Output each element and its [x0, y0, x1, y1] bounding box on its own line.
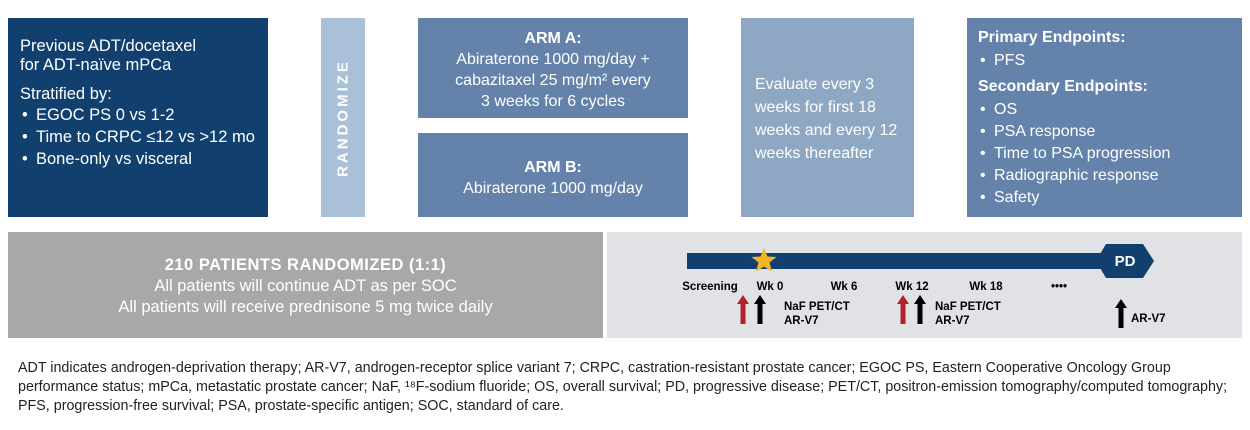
secondary-endpoint-item: OS — [978, 99, 1234, 120]
arm-b-line: Abiraterone 1000 mg/day — [463, 180, 643, 197]
eligibility-box: Previous ADT/docetaxel for ADT-naïve mPC… — [8, 18, 268, 217]
secondary-endpoints-list: OS PSA response Time to PSA progression … — [978, 99, 1234, 208]
patients-line: All patients will continue ADT as per SO… — [154, 277, 457, 295]
arm-a-title: ARM A: — [524, 30, 582, 47]
primary-endpoint-item: PFS — [978, 50, 1234, 71]
secondary-endpoint-item: PSA response — [978, 121, 1234, 142]
black-arrow-icon — [914, 295, 926, 324]
wk12-note: AR-V7 — [935, 315, 970, 327]
evaluation-line: weeks and every 12 — [755, 122, 898, 139]
timeline-ellipsis: •••• — [1051, 281, 1067, 293]
red-arrow-icon — [897, 295, 909, 324]
arm-a-line: cabazitaxel 25 mg/m² every — [455, 72, 651, 89]
arm-b-box: ARM B: Abiraterone 1000 mg/day — [418, 133, 688, 217]
strata-item: EGOC PS 0 vs 1-2 — [20, 106, 258, 125]
timeline-label-wk18: Wk 18 — [969, 281, 1003, 293]
timeline-label-wk0: Wk 0 — [757, 281, 784, 293]
timeline-label-wk6: Wk 6 — [831, 281, 858, 293]
arm-a-box: ARM A: Abiraterone 1000 mg/day + cabazit… — [418, 18, 688, 118]
strata-item: Time to CRPC ≤12 vs >12 mo — [20, 128, 258, 147]
pd-note: AR-V7 — [1131, 313, 1166, 325]
primary-endpoints-list: PFS — [978, 50, 1234, 71]
secondary-endpoints-title: Secondary Endpoints: — [978, 78, 1148, 95]
timeline-label-wk12: Wk 12 — [895, 281, 928, 293]
secondary-endpoint-item: Time to PSA progression — [978, 143, 1234, 164]
wk0-note: NaF PET/CT — [784, 301, 850, 313]
evaluation-line: weeks thereafter — [755, 145, 874, 162]
pd-label: PD — [1115, 253, 1136, 270]
endpoints-box: Primary Endpoints: PFS Secondary Endpoin… — [967, 18, 1242, 217]
red-arrow-icon — [737, 295, 749, 324]
wk12-note: NaF PET/CT — [935, 301, 1001, 313]
randomize-label: RANDOMIZE — [334, 58, 352, 177]
timeline-label-screening: Screening — [682, 281, 738, 293]
stratified-label: Stratified by: — [20, 85, 112, 103]
patients-title: 210 PATIENTS RANDOMIZED (1:1) — [164, 256, 447, 274]
pd-hexagon — [1096, 244, 1154, 278]
wk0-note: AR-V7 — [784, 315, 819, 327]
evaluation-box: Evaluate every 3 weeks for first 18 week… — [741, 18, 914, 217]
primary-endpoints-title: Primary Endpoints: — [978, 29, 1126, 46]
evaluation-line: Evaluate every 3 — [755, 76, 875, 93]
timeline-panel: PD Screening Wk 0 Wk 6 Wk 12 Wk 18 •••• … — [607, 232, 1242, 338]
timeline-bar — [687, 253, 1107, 269]
footnote: ADT indicates androgen-deprivation thera… — [18, 360, 1228, 414]
evaluation-line: weeks for first 18 — [755, 99, 876, 116]
strata-item: Bone-only vs visceral — [20, 150, 258, 169]
timeline-graphic: PD Screening Wk 0 Wk 6 Wk 12 Wk 18 •••• … — [682, 244, 1166, 328]
strata-list: EGOC PS 0 vs 1-2 Time to CRPC ≤12 vs >12… — [20, 106, 258, 169]
star-icon — [751, 248, 777, 272]
eligibility-line-1: Previous ADT/docetaxel — [20, 37, 197, 55]
eligibility-line-2: for ADT-naïve mPCa — [20, 56, 172, 74]
arm-a-line: Abiraterone 1000 mg/day + — [456, 51, 650, 68]
black-arrow-icon — [1115, 299, 1127, 328]
randomize-box: RANDOMIZE — [321, 18, 365, 217]
secondary-endpoint-item: Radiographic response — [978, 165, 1234, 186]
arm-b-title: ARM B: — [524, 159, 582, 176]
patients-line: All patients will receive prednisone 5 m… — [118, 298, 493, 316]
arm-a-line: 3 weeks for 6 cycles — [480, 93, 626, 110]
black-arrow-icon — [754, 295, 766, 324]
patients-box: 210 PATIENTS RANDOMIZED (1:1) All patien… — [8, 232, 603, 338]
secondary-endpoint-item: Safety — [978, 187, 1234, 208]
